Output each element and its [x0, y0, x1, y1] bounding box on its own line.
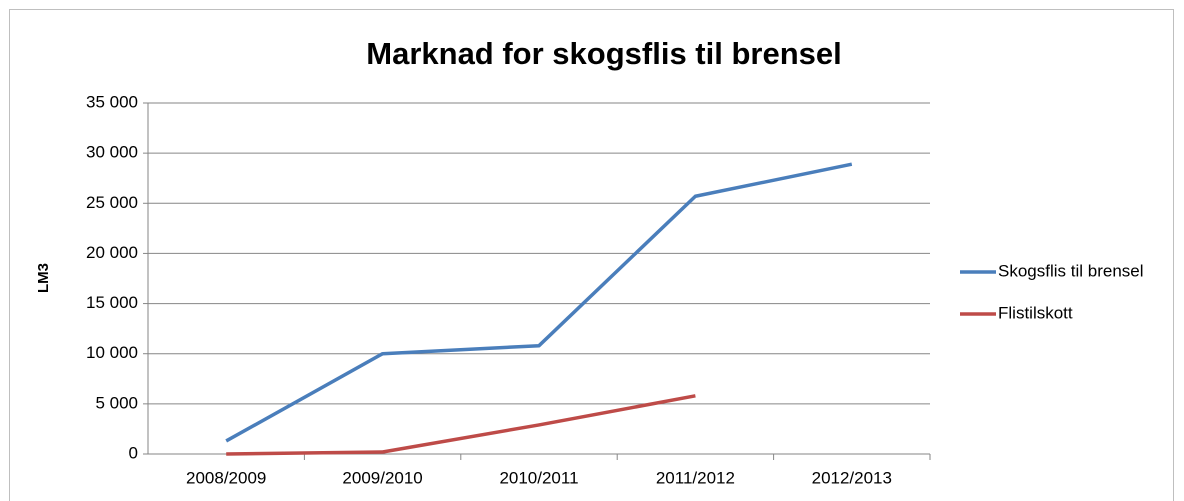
- y-tick-label: 25 000: [86, 193, 138, 212]
- chart-border: [9, 9, 1174, 501]
- series-line: [226, 394, 696, 456]
- y-tick-label: 5 000: [95, 393, 138, 412]
- legend-label: Skogsflis til brensel: [998, 261, 1144, 280]
- series-line: [225, 162, 853, 443]
- chart-title: Marknad for skogsflis til brensel: [366, 36, 841, 71]
- y-axis-label: LM3: [35, 263, 52, 293]
- x-tick-label: 2011/2012: [656, 468, 735, 487]
- x-tick-label: 2008/2009: [186, 468, 266, 487]
- y-tick-label: 15 000: [86, 293, 138, 312]
- y-tick-label: 30 000: [86, 143, 138, 162]
- y-tick-label: 0: [129, 443, 138, 462]
- y-tick-label: 10 000: [86, 343, 138, 362]
- y-tick-label: 35 000: [86, 92, 138, 111]
- x-tick-label: 2012/2013: [812, 468, 892, 487]
- x-tick-label: 2010/2011: [499, 468, 578, 487]
- x-tick-label: 2009/2010: [342, 468, 422, 487]
- y-tick-label: 20 000: [86, 243, 138, 262]
- legend-label: Flistilskott: [998, 303, 1073, 322]
